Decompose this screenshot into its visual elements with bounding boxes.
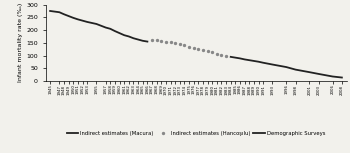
Indirect estimates (Macura) xyxy=(57,11,62,13)
Indirect estimates (Macura) xyxy=(131,37,135,39)
Demographic Surveys xyxy=(317,73,321,75)
Demographic Surveys xyxy=(330,76,335,77)
Indirect estimates (Macura) xyxy=(85,21,89,23)
Legend: Indirect estimates (Macura), Indirect estimates (Hancoşılu), Demographic Surveys: Indirect estimates (Macura), Indirect es… xyxy=(66,131,326,136)
Indirect estimates (Hancoşılu) xyxy=(215,53,219,54)
Demographic Surveys xyxy=(261,62,265,64)
Demographic Surveys xyxy=(243,58,247,60)
Demographic Surveys xyxy=(270,64,274,65)
Indirect estimates (Hancoşılu) xyxy=(150,39,154,40)
Indirect estimates (Hancoşılu) xyxy=(178,43,182,45)
Indirect estimates (Hancoşılu) xyxy=(201,49,205,51)
Demographic Surveys xyxy=(307,71,312,73)
Indirect estimates (Hancoşılu) xyxy=(159,40,163,42)
Indirect estimates (Macura) xyxy=(113,30,117,32)
Y-axis label: Infant mortality rate (‰): Infant mortality rate (‰) xyxy=(18,3,23,82)
Demographic Surveys xyxy=(340,77,344,78)
Demographic Surveys xyxy=(229,56,233,58)
Line: Indirect estimates (Macura): Indirect estimates (Macura) xyxy=(50,11,147,42)
Indirect estimates (Hancoşılu) xyxy=(182,45,187,46)
Demographic Surveys xyxy=(247,59,251,61)
Demographic Surveys xyxy=(293,69,298,71)
Indirect estimates (Macura) xyxy=(118,32,122,34)
Indirect estimates (Hancoşılu) xyxy=(164,41,168,43)
Indirect estimates (Hancoşılu) xyxy=(173,42,177,44)
Indirect estimates (Macura) xyxy=(108,28,112,30)
Indirect estimates (Hancoşılu) xyxy=(205,50,210,52)
Indirect estimates (Macura) xyxy=(80,20,85,22)
Demographic Surveys xyxy=(257,61,261,63)
Indirect estimates (Macura) xyxy=(141,40,145,42)
Demographic Surveys xyxy=(252,60,256,62)
Indirect estimates (Macura) xyxy=(145,41,149,43)
Indirect estimates (Macura) xyxy=(71,17,75,19)
Indirect estimates (Hancoşılu) xyxy=(155,39,159,41)
Indirect estimates (Macura) xyxy=(62,13,66,15)
Indirect estimates (Macura) xyxy=(122,34,126,36)
Indirect estimates (Macura) xyxy=(127,35,131,37)
Indirect estimates (Hancoşılu) xyxy=(219,54,224,56)
Demographic Surveys xyxy=(233,57,237,59)
Indirect estimates (Hancoşılu) xyxy=(187,46,191,48)
Indirect estimates (Hancoşılu) xyxy=(191,47,196,49)
Indirect estimates (Macura) xyxy=(94,23,99,25)
Indirect estimates (Macura) xyxy=(104,27,108,28)
Indirect estimates (Macura) xyxy=(48,10,52,12)
Demographic Surveys xyxy=(238,58,242,59)
Indirect estimates (Macura) xyxy=(66,15,71,17)
Indirect estimates (Hancoşılu) xyxy=(196,48,201,50)
Indirect estimates (Macura) xyxy=(76,19,80,20)
Indirect estimates (Macura) xyxy=(90,22,94,24)
Demographic Surveys xyxy=(284,66,288,68)
Indirect estimates (Hancoşılu) xyxy=(210,51,214,53)
Line: Indirect estimates (Hancoşılu): Indirect estimates (Hancoşılu) xyxy=(150,38,228,58)
Indirect estimates (Hancoşılu) xyxy=(224,55,228,57)
Indirect estimates (Macura) xyxy=(136,39,140,40)
Line: Demographic Surveys: Demographic Surveys xyxy=(231,57,342,78)
Indirect estimates (Hancoşılu) xyxy=(168,41,173,43)
